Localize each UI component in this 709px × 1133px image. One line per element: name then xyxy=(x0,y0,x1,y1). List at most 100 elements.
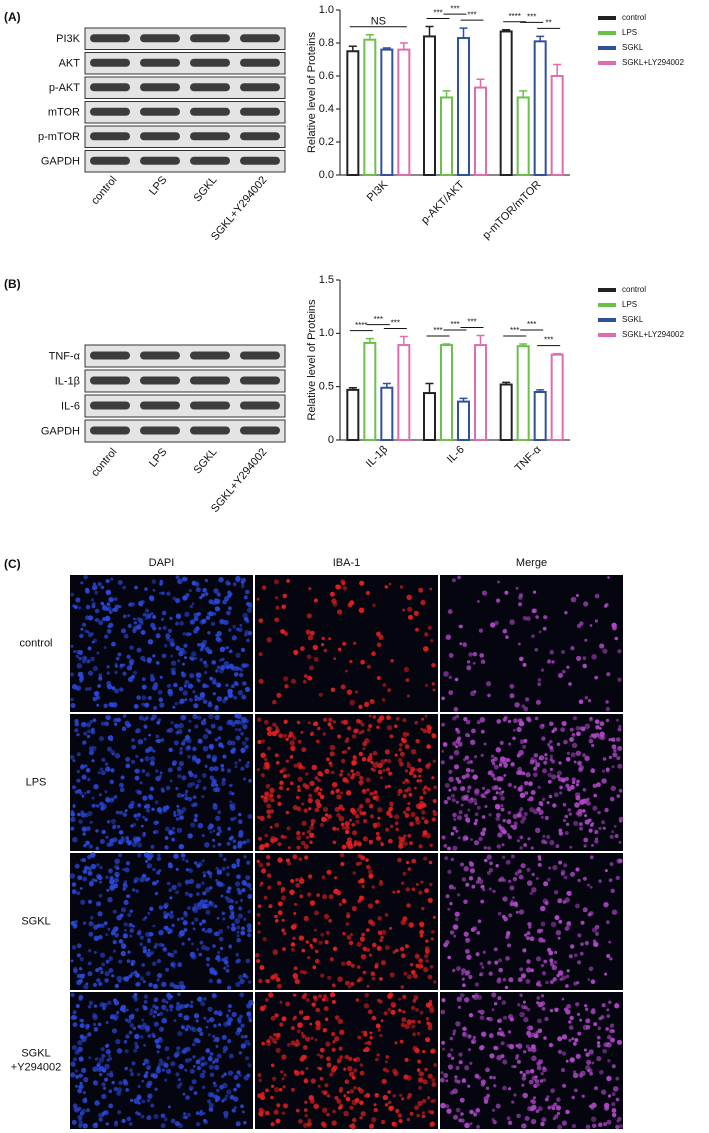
cell xyxy=(426,787,431,792)
cell xyxy=(518,874,524,880)
legend-label: LPS xyxy=(622,28,637,37)
cell xyxy=(103,1086,107,1090)
cell xyxy=(133,704,139,709)
cell xyxy=(152,749,156,753)
y-tick-label: 0.6 xyxy=(319,70,334,82)
cell xyxy=(561,1051,567,1056)
cell xyxy=(579,1018,582,1022)
cell xyxy=(491,1108,496,1113)
cell xyxy=(480,753,484,758)
cell xyxy=(217,950,221,955)
cell xyxy=(322,717,328,722)
cell xyxy=(173,682,178,688)
cell xyxy=(522,662,527,667)
cell xyxy=(147,696,152,700)
cell xyxy=(404,1057,409,1062)
cell xyxy=(162,625,167,631)
cell xyxy=(466,665,472,671)
cell xyxy=(86,1108,91,1113)
cell xyxy=(153,1114,159,1119)
cell xyxy=(606,1008,610,1012)
cell xyxy=(317,791,322,796)
cell xyxy=(470,838,473,841)
cell xyxy=(372,750,378,756)
cell xyxy=(238,830,244,835)
bar xyxy=(499,383,513,441)
cell xyxy=(429,1008,435,1014)
cell xyxy=(212,1034,216,1039)
cell xyxy=(155,633,161,639)
cell xyxy=(340,822,345,827)
cell xyxy=(222,1045,229,1052)
cell xyxy=(422,787,426,792)
y-tick-label: 0.8 xyxy=(319,37,334,49)
cell xyxy=(160,738,165,742)
cell xyxy=(595,725,600,730)
cell xyxy=(84,615,90,620)
cell xyxy=(238,758,242,762)
cell xyxy=(545,980,549,985)
cell xyxy=(615,718,619,722)
cell xyxy=(603,1122,608,1127)
bar xyxy=(516,96,530,176)
cell xyxy=(161,1068,165,1072)
cell xyxy=(181,775,187,781)
cell xyxy=(280,1070,284,1074)
cell xyxy=(238,812,242,817)
cell xyxy=(427,762,432,767)
cell xyxy=(549,767,554,772)
cell xyxy=(93,935,100,941)
cell xyxy=(408,922,414,928)
cell xyxy=(91,796,95,800)
cell xyxy=(184,1115,188,1120)
cell xyxy=(356,807,362,812)
cell xyxy=(76,685,82,691)
cell xyxy=(365,797,371,804)
cell xyxy=(98,934,103,940)
cell xyxy=(272,699,277,705)
cell xyxy=(225,1094,229,1098)
cell xyxy=(81,826,88,832)
cell xyxy=(177,659,181,663)
cell xyxy=(588,966,594,972)
cell xyxy=(234,728,238,731)
cell xyxy=(371,1015,377,1021)
cell xyxy=(76,663,83,669)
micrograph xyxy=(440,575,623,712)
cell xyxy=(307,956,311,960)
cell xyxy=(376,642,382,648)
cell xyxy=(400,919,406,926)
cell xyxy=(516,812,522,817)
cell xyxy=(104,615,111,622)
cell xyxy=(217,725,223,731)
cell xyxy=(80,581,84,585)
cell xyxy=(180,741,186,746)
cell xyxy=(322,732,326,736)
cell xyxy=(588,828,593,833)
cell xyxy=(94,1100,100,1106)
blot-band xyxy=(140,426,180,435)
cell xyxy=(205,684,209,688)
cell xyxy=(459,1097,465,1103)
cell xyxy=(177,766,182,772)
blot-band xyxy=(90,132,130,141)
cell xyxy=(270,1095,274,1100)
blot-strip xyxy=(84,125,286,148)
cell xyxy=(582,809,586,813)
cell xyxy=(313,1103,320,1110)
cell xyxy=(424,946,430,952)
cell xyxy=(602,1048,607,1054)
cell xyxy=(282,593,288,599)
cell xyxy=(531,872,535,877)
cell xyxy=(421,816,425,820)
cell xyxy=(501,1000,507,1005)
cell xyxy=(534,716,539,721)
cell xyxy=(398,1118,403,1124)
cell xyxy=(484,805,488,808)
cell xyxy=(318,1067,323,1071)
cell xyxy=(479,962,484,966)
blot-row-label: IL-6 xyxy=(61,400,80,412)
cell xyxy=(189,1026,195,1031)
bar xyxy=(474,86,487,176)
cell xyxy=(82,832,86,836)
